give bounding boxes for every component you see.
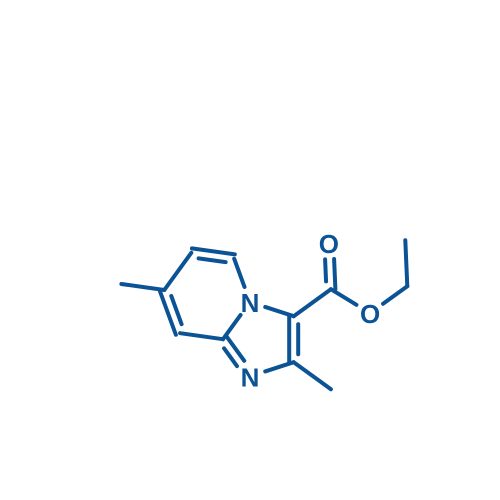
- atom-label-O: O: [360, 299, 380, 329]
- bond-line: [171, 296, 181, 324]
- bond-line: [164, 253, 191, 290]
- bond-line: [383, 286, 407, 304]
- atom-label-O: O: [319, 229, 339, 259]
- bond-line: [325, 259, 326, 281]
- bond-line: [121, 284, 164, 290]
- bond-line: [180, 333, 223, 339]
- bond-line: [334, 259, 335, 289]
- bond-line: [199, 258, 226, 262]
- molecule-canvas: N N O O: [0, 0, 500, 500]
- atoms-group: N N O O: [236, 229, 384, 392]
- atom-label-N: N: [241, 288, 260, 318]
- bond-line: [331, 289, 357, 305]
- bond-line: [405, 240, 407, 286]
- atom-label-N: N: [241, 362, 260, 392]
- bond-line: [192, 248, 235, 254]
- bond-line: [234, 259, 244, 287]
- bond-line: [223, 315, 241, 339]
- bond-line: [294, 289, 331, 316]
- bond-line: [265, 362, 293, 371]
- bond-line: [294, 362, 331, 389]
